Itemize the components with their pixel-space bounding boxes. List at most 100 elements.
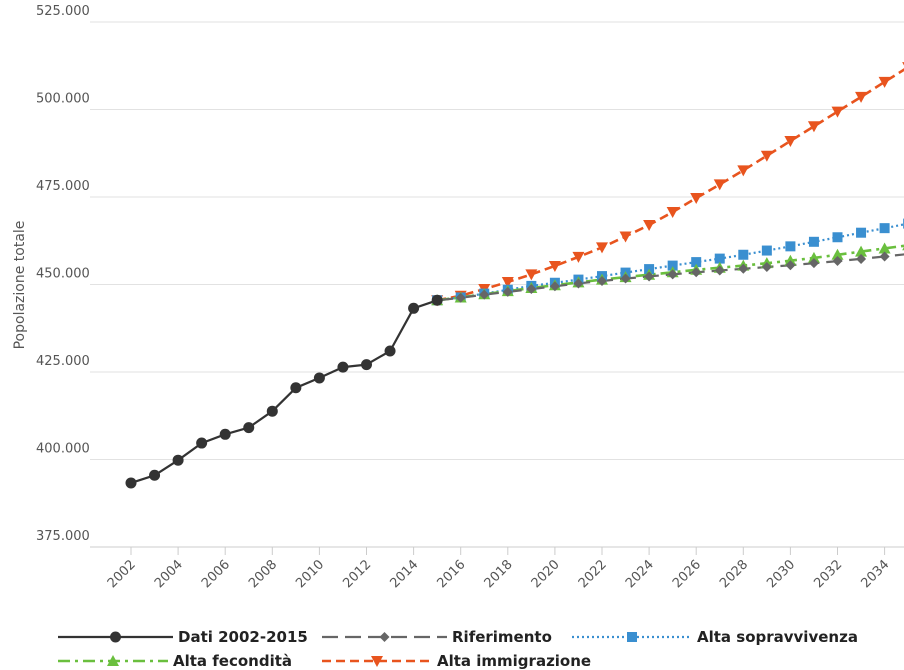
data-point — [784, 136, 797, 147]
y-tick-label: 500.000 — [36, 92, 90, 107]
legend-label: Dati 2002-2015 — [178, 628, 308, 646]
legend-label: Riferimento — [452, 628, 552, 646]
data-point — [878, 76, 891, 88]
data-point — [125, 477, 137, 489]
data-point — [807, 121, 820, 133]
legend-item-1[interactable]: Riferimento — [322, 628, 552, 646]
x-tick-label: 2004 — [152, 557, 186, 591]
y-tick-label: 475.000 — [36, 179, 90, 194]
data-point — [548, 260, 561, 272]
data-point — [479, 289, 490, 300]
data-point — [361, 359, 372, 371]
legend-label: Alta sopravvivenza — [697, 628, 858, 646]
data-point — [384, 345, 396, 357]
data-point — [761, 245, 772, 256]
data-point — [337, 361, 349, 373]
data-point — [290, 382, 302, 394]
data-point — [525, 269, 538, 281]
data-point — [855, 245, 868, 257]
data-point — [785, 241, 796, 252]
data-point — [666, 207, 679, 219]
legend-item-3[interactable]: Alta fecondità — [58, 652, 292, 670]
y-tick-label: 425.000 — [36, 354, 90, 369]
data-point — [502, 286, 513, 297]
data-point — [667, 269, 678, 280]
data-point — [690, 193, 703, 205]
data-point — [619, 231, 632, 243]
data-point — [266, 405, 278, 417]
data-point — [738, 249, 749, 260]
data-point — [243, 422, 255, 434]
x-tick-label: 2034 — [858, 557, 892, 591]
legend-label: Alta immigrazione — [437, 652, 591, 670]
data-point — [691, 257, 702, 268]
data-point — [667, 260, 678, 271]
y-tick-label: 525.000 — [36, 4, 90, 19]
legend-marker — [107, 655, 119, 666]
data-point — [172, 454, 184, 466]
data-point — [714, 253, 725, 264]
data-point — [807, 251, 820, 263]
data-point — [620, 273, 631, 284]
legend-label: Alta fecondità — [173, 652, 292, 670]
data-point — [455, 292, 466, 303]
x-tick-label: 2024 — [623, 557, 657, 591]
data-point — [737, 165, 750, 177]
data-point — [785, 260, 796, 271]
x-axis: 2002 2004 2006 2008 2010 2012 2014 2016 2018 2020… — [90, 546, 904, 591]
data-point — [549, 281, 560, 292]
data-point — [831, 248, 844, 260]
legend-marker — [371, 656, 383, 667]
x-tick-label: 2002 — [105, 557, 139, 591]
data-point — [832, 232, 843, 243]
data-point — [879, 251, 890, 262]
data-point — [644, 271, 655, 282]
data-point — [149, 469, 161, 481]
data-point — [572, 251, 585, 263]
data-point — [856, 227, 867, 238]
x-tick-label: 2018 — [482, 557, 516, 591]
grid-lines — [90, 21, 904, 548]
y-tick-label: 375.000 — [36, 529, 90, 544]
x-tick-label: 2010 — [293, 557, 327, 591]
data-point — [714, 265, 725, 276]
series-lines — [130, 68, 904, 484]
legend-marker — [110, 631, 121, 643]
data-point — [784, 254, 797, 266]
series-markers — [125, 62, 904, 489]
data-point — [431, 294, 443, 306]
x-tick-label: 2014 — [387, 557, 421, 591]
data-point — [878, 242, 891, 254]
data-point — [526, 284, 537, 295]
x-tick-label: 2006 — [199, 557, 233, 591]
legend-marker — [379, 632, 390, 642]
data-point — [408, 302, 420, 314]
legend-marker — [627, 632, 637, 642]
data-point — [501, 277, 514, 289]
data-point — [855, 91, 868, 103]
x-tick-label: 2012 — [340, 557, 374, 591]
x-tick-label: 2008 — [246, 557, 280, 591]
data-point — [573, 278, 584, 289]
legend-item-4[interactable]: Alta immigrazione — [322, 652, 591, 670]
data-point — [808, 236, 819, 247]
data-point — [597, 276, 607, 286]
data-point — [691, 267, 702, 278]
data-point — [831, 106, 844, 118]
legend: Dati 2002-2015 Riferimento Alta sopravvive… — [58, 628, 858, 670]
y-tick-label: 400.000 — [36, 442, 90, 457]
data-point — [832, 256, 843, 267]
data-point — [219, 428, 231, 440]
data-point — [738, 263, 749, 274]
legend-item-2[interactable]: Alta sopravvivenza — [572, 628, 858, 646]
legend-item-0[interactable]: Dati 2002-2015 — [58, 628, 308, 646]
y-axis: 375.000 400.000 425.000 450.000 475.000 500.0… — [36, 4, 90, 544]
data-point — [596, 242, 608, 254]
x-tick-label: 2020 — [529, 557, 563, 591]
x-tick-label: 2016 — [435, 557, 469, 591]
x-tick-label: 2032 — [811, 557, 845, 591]
x-tick-label: 2030 — [764, 557, 798, 591]
y-tick-label: 450.000 — [36, 267, 90, 282]
data-point — [856, 253, 867, 264]
